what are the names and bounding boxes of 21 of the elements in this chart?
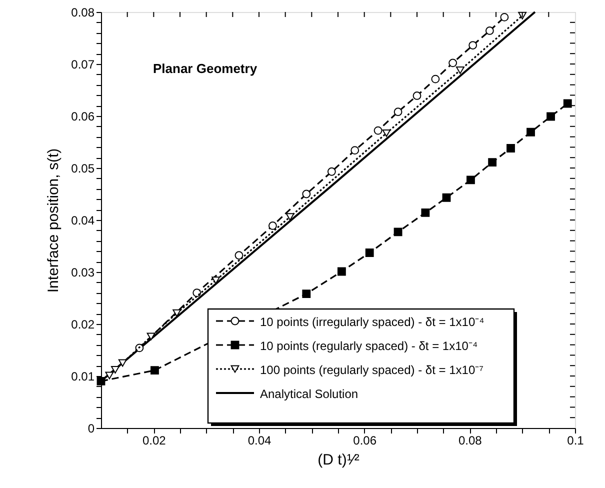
y-tick-label: 0.05	[71, 162, 95, 176]
y-tick-label: 0.02	[71, 318, 95, 332]
x-tick-label: 0.02	[142, 434, 166, 448]
x-tick-label: 0.06	[353, 434, 377, 448]
x-tick-label: 0.04	[248, 434, 272, 448]
legend-label: 10 points (irregularly spaced) - δt = 1x10⁻⁴	[260, 315, 484, 329]
y-tick-label: 0.04	[71, 214, 95, 228]
legend-label: 10 points (regularly spaced) - δt = 1x10⁻⁴	[260, 339, 478, 353]
y-tick-label: 0.01	[71, 370, 95, 384]
y-tick-label: 0.07	[71, 58, 95, 72]
x-tick-label: 0.08	[458, 434, 482, 448]
y-tick-label: 0.08	[71, 6, 95, 20]
legend-label: 100 points (regularly spaced) - δt = 1x10⁻⁷	[260, 363, 484, 377]
y-tick-label: 0.06	[71, 110, 95, 124]
y-tick-label: 0	[88, 422, 95, 436]
legend-label: Analytical Solution	[260, 387, 358, 401]
x-axis-title: (D t)¹⁄²	[318, 452, 360, 468]
y-tick-label: 0.03	[71, 266, 95, 280]
annotation: Planar Geometry	[153, 61, 258, 76]
y-axis-title: Interface position, s(t)	[45, 148, 62, 293]
x-tick-label: 0.1	[567, 434, 584, 448]
